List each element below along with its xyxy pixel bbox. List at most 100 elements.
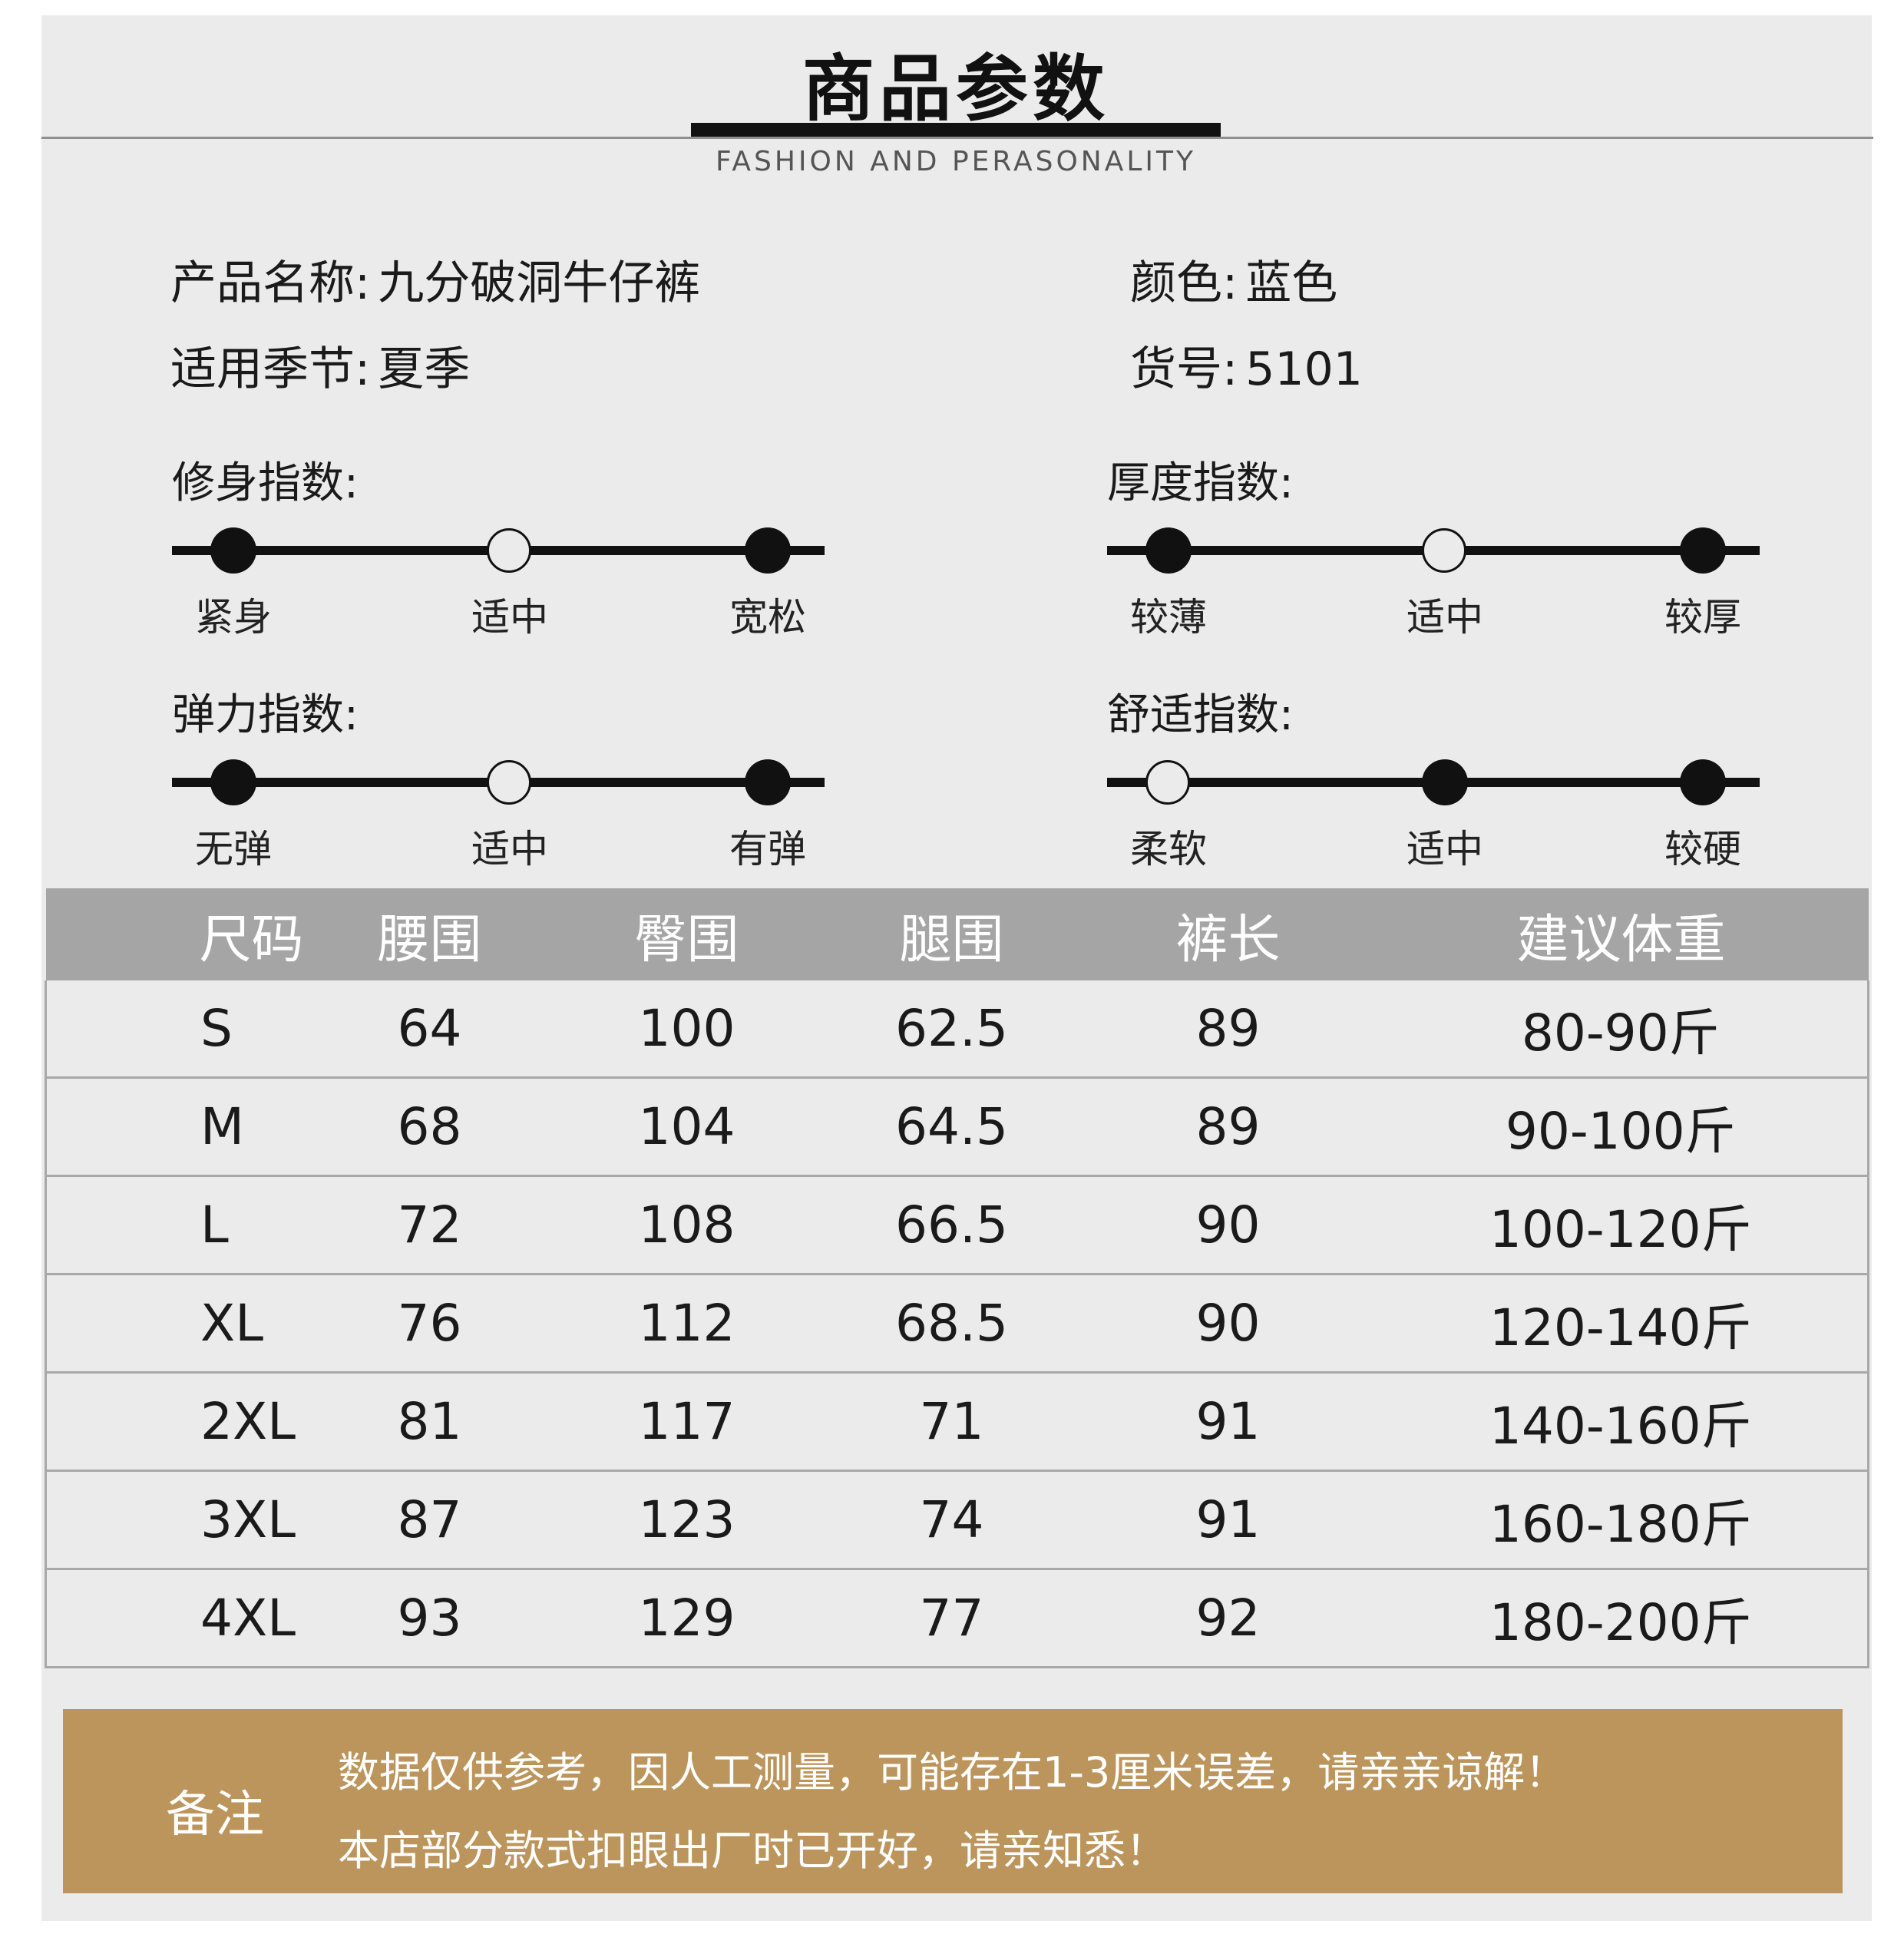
table-cell: 90 [1082, 1274, 1374, 1374]
table-cell: 81 [306, 1372, 553, 1472]
size-table-header: 尺码 腰围 臀围 腿围 裤长 建议体重 [45, 888, 1869, 980]
item-number-row: 货号: 5101 [1130, 332, 1363, 398]
scale-dot [745, 527, 791, 574]
scale-dot [1422, 528, 1466, 573]
comfort-index-scale: 柔软 适中 较硬 [1107, 726, 1760, 871]
color-row: 颜色: 蓝色 [1130, 246, 1337, 312]
note-line-1: 数据仅供参考，因人工测量，可能存在1-3厘米误差，请亲亲谅解！ [338, 1748, 1567, 1797]
table-cell: 64.5 [821, 1077, 1083, 1177]
table-row: L 72 108 66.5 90 100-120斤 [45, 1175, 1869, 1275]
table-row: 4XL 93 129 77 92 180-200斤 [45, 1569, 1869, 1668]
table-cell: 80-90斤 [1373, 980, 1869, 1079]
table-cell: 68.5 [821, 1274, 1083, 1374]
note-box: 备注 数据仅供参考，因人工测量，可能存在1-3厘米误差，请亲亲谅解！ 本店部分款… [63, 1709, 1843, 1893]
table-cell: 108 [552, 1175, 821, 1275]
product-name-value: 九分破洞牛仔裤 [378, 256, 701, 310]
table-cell: XL [45, 1274, 307, 1374]
table-cell: 160-180斤 [1373, 1470, 1869, 1570]
product-name-label: 产品名称: [170, 256, 371, 310]
table-row: XL 76 112 68.5 90 120-140斤 [45, 1274, 1869, 1374]
color-value: 蓝色 [1245, 256, 1338, 310]
elasticity-index-title: 弹力指数: [172, 690, 359, 740]
scale-dot [487, 528, 531, 573]
header-weight: 建议体重 [1373, 888, 1869, 980]
page-title: 商品参数 [802, 48, 1109, 131]
scale-dot [487, 760, 531, 805]
header-divider [41, 137, 1873, 139]
product-name-row: 产品名称: 九分破洞牛仔裤 [170, 246, 700, 312]
table-cell: 112 [552, 1274, 821, 1374]
table-cell: 91 [1082, 1372, 1374, 1472]
header-thigh: 腿围 [821, 888, 1083, 980]
thickness-index-scale: 较薄 适中 较厚 [1107, 494, 1760, 640]
scale-label: 宽松 [729, 595, 806, 640]
scale-dot [1145, 527, 1192, 574]
note-label: 备注 [166, 1787, 264, 1843]
table-cell: 90 [1082, 1175, 1374, 1275]
thickness-index-title: 厚度指数: [1107, 458, 1294, 508]
scale-label: 有弹 [729, 827, 806, 871]
table-cell: 180-200斤 [1373, 1569, 1869, 1668]
scale-label: 适中 [1407, 827, 1483, 871]
scale-label: 适中 [1407, 595, 1483, 640]
scale-label: 紧身 [195, 595, 272, 640]
scale-dot [745, 759, 791, 805]
table-cell: 64 [306, 980, 553, 1079]
note-line-2: 本店部分款式扣眼出厂时已开好，请亲知悉！ [338, 1827, 1167, 1875]
scale-dot [1422, 759, 1468, 805]
table-cell: 74 [821, 1470, 1083, 1570]
table-cell: S [45, 980, 307, 1079]
elasticity-index-scale: 无弹 适中 有弹 [172, 726, 825, 871]
table-cell: 140-160斤 [1373, 1372, 1869, 1472]
fit-index-scale: 紧身 适中 宽松 [172, 494, 825, 640]
table-cell: 71 [821, 1372, 1083, 1472]
table-cell: L [45, 1175, 307, 1275]
item-number-value: 5101 [1245, 342, 1363, 396]
table-cell: 4XL [45, 1569, 307, 1668]
scale-label: 较硬 [1664, 827, 1741, 871]
header-waist: 腰围 [306, 888, 553, 980]
table-row: 3XL 87 123 74 91 160-180斤 [45, 1470, 1869, 1570]
table-cell: 100 [552, 980, 821, 1079]
table-cell: 92 [1082, 1569, 1374, 1668]
table-cell: 68 [306, 1077, 553, 1177]
table-cell: 93 [306, 1569, 553, 1668]
scale-label: 柔软 [1130, 827, 1207, 871]
scale-label: 适中 [471, 827, 548, 871]
table-cell: 77 [821, 1569, 1083, 1668]
table-cell: 76 [306, 1274, 553, 1374]
table-cell: 91 [1082, 1470, 1374, 1570]
table-cell: 117 [552, 1372, 821, 1472]
comfort-index-title: 舒适指数: [1107, 690, 1294, 740]
scale-dot [210, 527, 256, 574]
table-cell: 72 [306, 1175, 553, 1275]
table-cell: 90-100斤 [1373, 1077, 1869, 1177]
table-row: M 68 104 64.5 89 90-100斤 [45, 1077, 1869, 1177]
scale-dot [1680, 527, 1726, 574]
title-underline [691, 123, 1221, 137]
size-table: 尺码 腰围 臀围 腿围 裤长 建议体重 S 64 100 62.5 89 80-90斤 M 6… [45, 888, 1869, 1668]
scale-label: 较厚 [1664, 595, 1741, 640]
scale-label: 较薄 [1130, 595, 1207, 640]
scale-label: 无弹 [195, 827, 272, 871]
header-hip: 臀围 [552, 888, 821, 980]
header-size: 尺码 [45, 888, 307, 980]
scale-dot [1680, 759, 1726, 805]
scale-dot [210, 759, 256, 805]
table-cell: 66.5 [821, 1175, 1083, 1275]
table-cell: 129 [552, 1569, 821, 1668]
table-row: S 64 100 62.5 89 80-90斤 [45, 980, 1869, 1079]
table-cell: 100-120斤 [1373, 1175, 1869, 1275]
table-cell: 62.5 [821, 980, 1083, 1079]
table-cell: 120-140斤 [1373, 1274, 1869, 1374]
fit-index-title: 修身指数: [172, 458, 359, 508]
table-row: 2XL 81 117 71 91 140-160斤 [45, 1372, 1869, 1472]
table-cell: 2XL [45, 1372, 307, 1472]
table-cell: 3XL [45, 1470, 307, 1570]
header-length: 裤长 [1082, 888, 1374, 980]
scale-label: 适中 [471, 595, 548, 640]
table-cell: 89 [1082, 980, 1374, 1079]
table-cell: 89 [1082, 1077, 1374, 1177]
item-number-label: 货号: [1130, 342, 1238, 396]
season-row: 适用季节: 夏季 [170, 332, 470, 398]
